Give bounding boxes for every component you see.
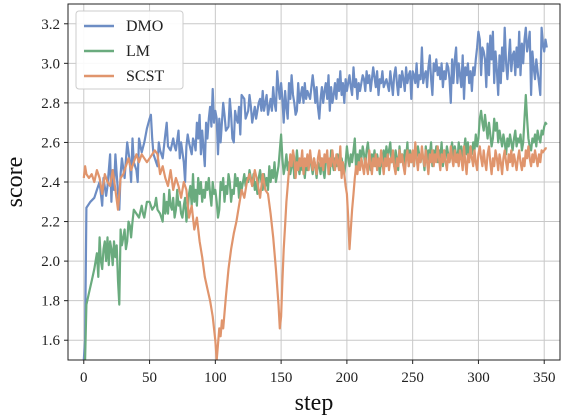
- x-axis-label: step: [295, 390, 334, 416]
- series-line-lm: [83, 93, 548, 360]
- x-tick-label: 0: [80, 370, 88, 386]
- x-tick-label: 300: [467, 370, 490, 386]
- y-tick-label: 2.6: [41, 135, 60, 151]
- y-tick-label: 2.8: [41, 96, 60, 112]
- legend-box: [75, 10, 184, 90]
- series-lines: [82, 26, 548, 360]
- legend-label: DMO: [126, 18, 163, 35]
- grid: [68, 4, 560, 360]
- y-tick-label: 2.0: [41, 254, 60, 270]
- legend-label: SCST: [126, 68, 164, 85]
- y-axis-label: score: [2, 157, 28, 208]
- legend: DMO LM SCST: [75, 10, 184, 90]
- x-tick-label: 250: [401, 370, 424, 386]
- y-axis-ticks: 1.6 1.8 2.0 2.2 2.4 2.6 2.8 3.0 3.2: [41, 17, 68, 349]
- series-line-dmo: [82, 26, 548, 360]
- y-tick-label: 3.2: [41, 17, 60, 33]
- y-tick-label: 1.6: [41, 333, 60, 349]
- y-tick-label: 1.8: [41, 294, 60, 310]
- legend-label: LM: [126, 43, 150, 60]
- y-tick-label: 2.4: [41, 175, 60, 191]
- x-tick-label: 50: [142, 370, 157, 386]
- x-tick-label: 100: [204, 370, 227, 386]
- x-tick-label: 150: [270, 370, 293, 386]
- y-tick-label: 3.0: [41, 56, 60, 72]
- y-tick-label: 2.2: [41, 215, 60, 231]
- x-tick-label: 350: [533, 370, 556, 386]
- series-line-scst: [82, 141, 547, 360]
- x-axis-ticks: 0 50 100 150 200 250 300 350: [80, 360, 555, 386]
- x-tick-label: 200: [336, 370, 359, 386]
